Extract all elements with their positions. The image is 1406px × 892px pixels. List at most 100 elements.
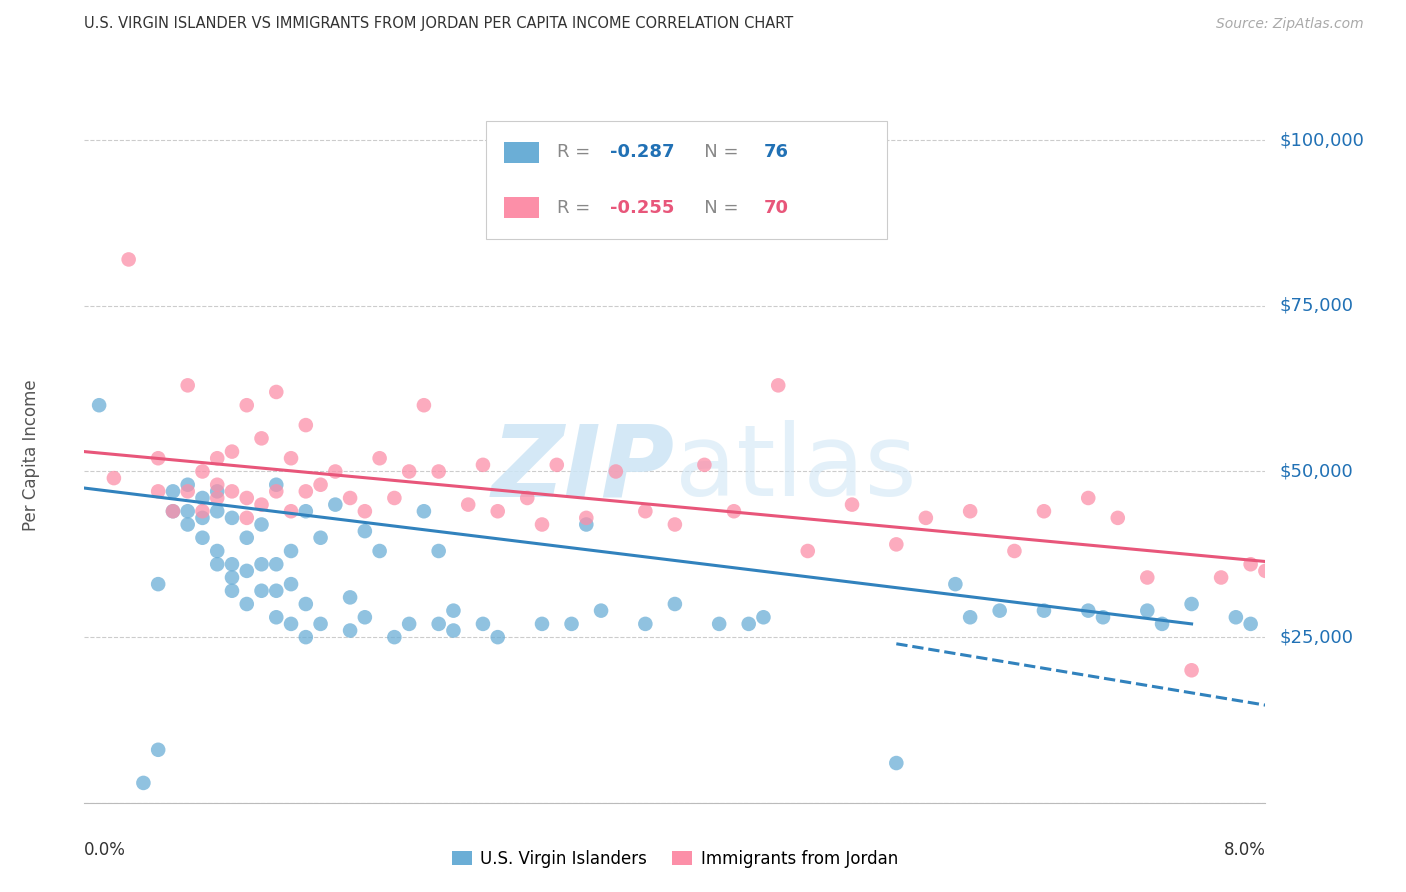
Point [177,504,200,518]
Point [723,504,745,518]
Point [191,531,214,545]
Text: Per Capita Income: Per Capita Income [22,379,41,531]
Point [162,504,184,518]
Point [177,378,200,392]
Point [560,616,583,631]
Text: 8.0%: 8.0% [1223,841,1265,859]
Point [87,398,111,412]
Point [250,583,273,598]
Bar [503,142,538,162]
Point [1136,570,1159,584]
Point [205,451,228,466]
Point [768,378,790,392]
Point [339,624,361,638]
Point [280,616,302,631]
Point [177,477,200,491]
Point [148,484,170,499]
Point [1180,597,1202,611]
Point [205,558,228,572]
Point [959,610,981,624]
Point [1032,504,1054,518]
Point [177,517,200,532]
Point [664,517,686,532]
Point [132,776,155,790]
Point [413,398,436,412]
Point [575,511,598,525]
Point [191,511,214,525]
Point [591,604,613,618]
Point [323,465,347,479]
Point [280,451,302,466]
FancyBboxPatch shape [486,121,887,239]
Point [118,252,141,267]
Point [752,610,775,624]
Point [264,558,288,572]
Point [427,544,450,558]
Point [191,465,214,479]
Point [382,630,406,644]
Point [443,624,465,638]
Point [457,498,479,512]
Point [221,511,243,525]
Point [1077,491,1099,505]
Point [295,630,318,644]
Point [486,630,509,644]
Text: Source: ZipAtlas.com: Source: ZipAtlas.com [1216,17,1364,31]
Text: R =: R = [557,144,596,161]
Point [531,517,554,532]
Text: R =: R = [557,199,596,217]
Point [280,577,302,591]
Point [915,511,938,525]
Point [221,444,243,458]
Point [250,431,273,445]
Text: ZIP: ZIP [492,420,675,517]
Point [205,491,228,505]
Point [886,756,908,770]
Point [398,616,420,631]
Point [221,570,243,584]
Point [1209,570,1232,584]
Point [250,517,273,532]
Point [339,491,361,505]
Point [1136,604,1159,618]
Point [605,465,627,479]
Point [575,517,598,532]
Point [368,544,391,558]
Point [295,418,318,433]
Point [191,504,214,518]
Point [148,577,170,591]
Point [280,504,302,518]
Point [162,484,184,499]
Point [1004,544,1026,558]
Point [1077,604,1099,618]
Point [354,504,377,518]
Point [1032,604,1054,618]
Point [295,597,318,611]
Point [264,583,288,598]
Point [797,544,820,558]
Text: atlas: atlas [675,420,917,517]
Point [354,524,377,538]
Text: N =: N = [686,144,744,161]
Point [531,616,554,631]
Legend: U.S. Virgin Islanders, Immigrants from Jordan: U.S. Virgin Islanders, Immigrants from J… [446,843,904,874]
Point [516,491,538,505]
Point [235,597,259,611]
Point [221,583,243,598]
Point [309,477,332,491]
Point [177,484,200,499]
Point [295,504,318,518]
Point [634,616,657,631]
Point [427,616,450,631]
Point [634,504,657,518]
Text: $100,000: $100,000 [1279,131,1364,149]
Point [886,537,908,551]
Point [988,604,1011,618]
Point [235,531,259,545]
Point [264,484,288,499]
Text: $50,000: $50,000 [1279,462,1353,481]
Text: 0.0%: 0.0% [84,841,127,859]
Point [841,498,863,512]
Point [295,484,318,499]
Point [709,616,731,631]
